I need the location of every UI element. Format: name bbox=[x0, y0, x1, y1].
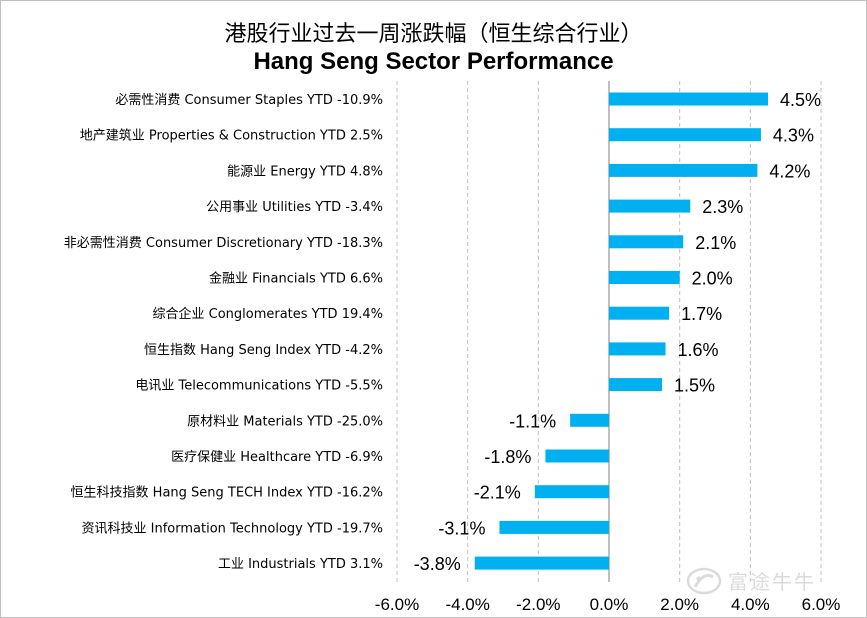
data-label: 2.1% bbox=[695, 233, 736, 253]
x-tick-label: 4.0% bbox=[731, 595, 770, 614]
category-label: 地产建筑业 Properties & Construction YTD 2.5% bbox=[80, 128, 383, 144]
data-label: 4.2% bbox=[769, 161, 810, 181]
category-label: 非必需性消费 Consumer Discretionary YTD -18.3% bbox=[64, 236, 383, 251]
category-label: 原材料业 Materials YTD -25.0% bbox=[187, 414, 383, 429]
category-label: 公用事业 Utilities YTD -3.4% bbox=[206, 200, 383, 215]
bar bbox=[534, 485, 609, 499]
bar bbox=[609, 271, 680, 284]
data-label: 4.5% bbox=[780, 90, 821, 110]
category-label: 资讯科技业 Information Technology YTD -19.7% bbox=[82, 521, 383, 536]
data-label: 1.6% bbox=[678, 340, 719, 360]
bar bbox=[545, 449, 609, 463]
x-tick-label: -6.0% bbox=[375, 595, 419, 614]
data-label: 4.3% bbox=[773, 126, 814, 146]
bar bbox=[499, 520, 609, 534]
category-label: 恒生科技指数 Hang Seng TECH Index YTD -16.2% bbox=[71, 486, 383, 501]
data-label: -1.8% bbox=[484, 447, 531, 467]
bar bbox=[609, 378, 662, 392]
category-label: 能源业 Energy YTD 4.8% bbox=[227, 164, 383, 179]
data-label: -3.8% bbox=[414, 554, 461, 574]
category-label: 恒生指数 Hang Seng Index YTD -4.2% bbox=[144, 343, 383, 358]
data-label: -3.1% bbox=[438, 518, 485, 538]
data-label: 1.7% bbox=[681, 304, 722, 324]
watermark: 富途牛牛 bbox=[686, 566, 816, 595]
data-label: 1.5% bbox=[674, 376, 715, 396]
data-label: 2.0% bbox=[692, 269, 733, 289]
category-label: 必需性消费 Consumer Staples YTD -10.9% bbox=[115, 93, 383, 108]
watermark-text: 富途牛牛 bbox=[728, 570, 816, 594]
category-label: 工业 Industrials YTD 3.1% bbox=[218, 557, 383, 572]
bar bbox=[474, 556, 609, 570]
bar bbox=[609, 128, 761, 142]
data-label: -2.1% bbox=[474, 483, 521, 503]
bar bbox=[609, 92, 768, 106]
x-tick-label: 0.0% bbox=[590, 595, 629, 614]
bar bbox=[609, 342, 666, 356]
bar bbox=[609, 199, 691, 213]
x-tick-label: 2.0% bbox=[660, 595, 699, 614]
bar bbox=[609, 235, 684, 249]
bar bbox=[609, 306, 670, 320]
chart-title-english: Hang Seng Sector Performance bbox=[253, 48, 614, 75]
x-tick-label: -2.0% bbox=[516, 595, 560, 614]
futu-logo-icon bbox=[686, 567, 722, 594]
x-tick-label: 6.0% bbox=[802, 595, 841, 614]
chart-title-chinese: 港股行业过去一周涨跌幅（恒生综合行业） bbox=[224, 22, 643, 47]
category-label: 医疗保健业 Healthcare YTD -6.9% bbox=[171, 450, 383, 465]
x-tick-label: -4.0% bbox=[445, 595, 489, 614]
data-label: -1.1% bbox=[509, 411, 556, 431]
bar bbox=[570, 413, 609, 427]
category-label: 金融业 Financials YTD 6.6% bbox=[209, 271, 383, 287]
category-label: 综合企业 Conglomerates YTD 19.4% bbox=[152, 306, 383, 322]
category-label: 电讯业 Telecommunications YTD -5.5% bbox=[135, 379, 383, 394]
data-label: 2.3% bbox=[702, 197, 743, 217]
bar bbox=[609, 163, 758, 177]
